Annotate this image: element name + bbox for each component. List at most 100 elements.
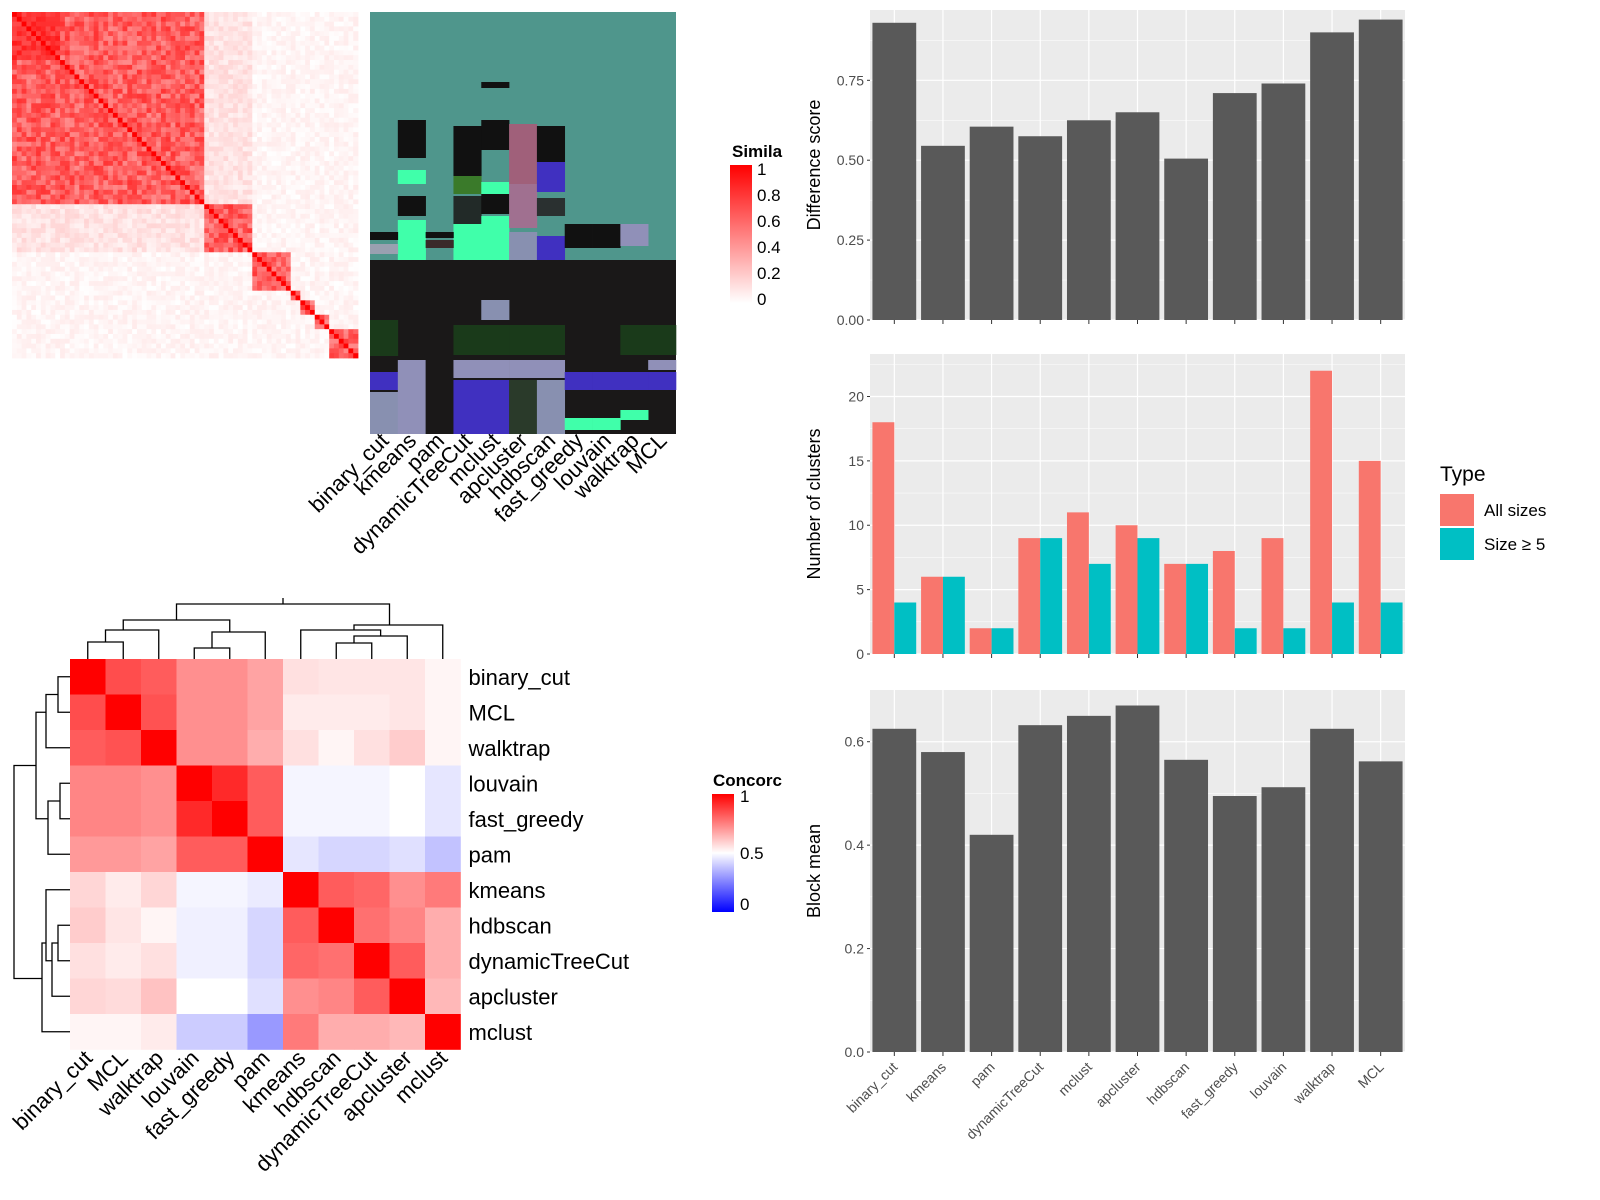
similarity-cell: [209, 314, 215, 320]
similarity-cell: [233, 247, 239, 253]
similarity-cell: [31, 233, 37, 239]
similarity-cell: [160, 314, 167, 320]
similarity-cell: [180, 45, 186, 51]
similarity-cell: [314, 237, 320, 244]
similarity-cell: [88, 88, 95, 95]
similarity-cell: [74, 180, 80, 186]
similarity-cell: [31, 242, 37, 248]
similarity-cell: [141, 26, 147, 32]
similarity-cell: [233, 117, 239, 123]
similarity-cell: [141, 146, 147, 152]
similarity-cell: [333, 213, 340, 220]
similarity-cell: [141, 12, 147, 18]
similarity-cell: [194, 329, 200, 335]
similarity-cell: [50, 185, 56, 191]
similarity-cell: [199, 276, 205, 282]
similarity-cell: [324, 117, 330, 123]
similarity-cell: [329, 160, 335, 167]
similarity-cell: [98, 194, 104, 200]
similarity-cell: [93, 199, 99, 205]
similarity-cell: [112, 160, 119, 167]
similarity-cell: [252, 69, 258, 75]
similarity-cell: [36, 112, 42, 119]
similarity-cell: [156, 218, 162, 224]
similarity-cell: [175, 79, 181, 85]
similarity-cell: [180, 40, 186, 47]
similarity-cell: [40, 266, 47, 272]
similarity-cell: [141, 343, 147, 349]
similarity-cell: [55, 213, 61, 220]
similarity-cell: [290, 165, 296, 171]
similarity-cell: [36, 141, 42, 147]
similarity-cell: [74, 146, 80, 152]
similarity-cell: [348, 180, 354, 186]
similarity-cell: [151, 314, 157, 320]
similarity-cell: [324, 16, 330, 23]
similarity-cell: [295, 12, 301, 18]
similarity-cell: [55, 74, 61, 80]
similarity-cell: [218, 146, 224, 152]
similarity-cell: [132, 146, 138, 152]
similarity-cell: [252, 79, 258, 85]
similarity-cell: [84, 266, 90, 272]
similarity-cell: [204, 93, 210, 99]
similarity-cell: [50, 218, 56, 224]
similarity-cell: [209, 290, 215, 296]
similarity-cell: [98, 45, 104, 51]
similarity-cell: [285, 79, 292, 85]
similarity-cell: [64, 213, 71, 220]
similarity-cell: [209, 329, 215, 335]
similarity-cell: [314, 103, 320, 109]
similarity-cell: [69, 98, 75, 104]
similarity-cell: [127, 98, 133, 104]
similarity-cell: [266, 165, 272, 171]
similarity-cell: [141, 218, 147, 224]
similarity-cell: [309, 21, 316, 27]
similarity-cell: [122, 146, 128, 152]
similarity-cell: [127, 36, 133, 42]
similarity-cell: [122, 55, 128, 61]
similarity-cell: [170, 122, 176, 128]
similarity-cell: [213, 324, 220, 330]
similarity-cell: [88, 252, 95, 258]
similarity-cell: [257, 151, 263, 157]
similarity-cell: [281, 21, 287, 27]
similarity-cell: [295, 93, 301, 99]
similarity-cell: [40, 319, 47, 325]
similarity-cell: [204, 305, 210, 311]
similarity-cell: [12, 285, 18, 292]
similarity-cell: [122, 21, 128, 27]
similarity-cell: [333, 156, 340, 162]
similarity-cell: [175, 300, 181, 306]
similarity-cell: [247, 276, 253, 282]
similarity-cell: [257, 160, 263, 167]
similarity-cell: [199, 146, 205, 152]
similarity-cell: [204, 309, 210, 316]
similarity-cell: [348, 127, 354, 133]
similarity-cell: [223, 290, 229, 296]
similarity-cell: [338, 69, 344, 75]
similarity-cell: [98, 98, 104, 104]
similarity-cell: [141, 79, 147, 85]
similarity-cell: [146, 156, 152, 162]
similarity-cell: [276, 300, 282, 306]
similarity-cell: [319, 314, 325, 320]
similarity-cell: [218, 223, 224, 229]
similarity-cell: [132, 199, 138, 205]
similarity-cell: [314, 108, 320, 114]
similarity-cell: [112, 36, 119, 42]
similarity-cell: [84, 247, 90, 253]
similarity-cell: [223, 45, 229, 51]
similarity-cell: [69, 247, 75, 253]
similarity-cell: [117, 319, 123, 325]
similarity-cell: [319, 64, 325, 71]
similarity-cell: [300, 252, 306, 258]
similarity-cell: [108, 314, 114, 320]
similarity-cell: [343, 276, 349, 282]
similarity-cell: [343, 324, 349, 330]
similarity-cell: [185, 103, 191, 109]
similarity-cell: [271, 26, 277, 32]
similarity-cell: [156, 127, 162, 133]
similarity-cell: [156, 132, 162, 138]
similarity-cell: [117, 233, 123, 239]
